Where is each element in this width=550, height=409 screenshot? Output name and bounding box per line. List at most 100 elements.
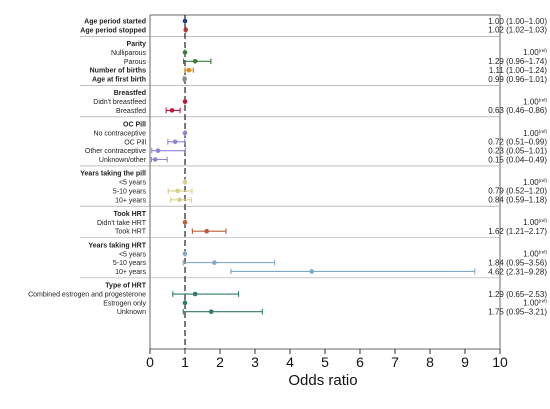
point-estimate xyxy=(155,148,161,153)
row-label: No contraceptive xyxy=(93,130,146,137)
estimate-value: 0.23 (0.05–1.01) xyxy=(488,146,547,155)
row-label: Unknown/other xyxy=(99,157,147,164)
estimate-text: 0.79 (0.52–1.20) xyxy=(488,187,547,196)
estimate-text: 1.00(ref) xyxy=(523,299,547,308)
estimate-value: 1.00 xyxy=(523,299,539,308)
point-estimate xyxy=(309,269,315,274)
row-label: Age period started xyxy=(84,19,146,26)
point-estimate xyxy=(182,179,188,185)
estimate-text: 1.00(ref) xyxy=(523,178,547,187)
point-estimate xyxy=(212,260,217,265)
reference-superscript: (ref) xyxy=(539,129,548,134)
row-label: Number of births xyxy=(90,68,146,75)
estimate-value: 0.15 (0.04–0.49) xyxy=(488,155,547,164)
group-header: Took HRT xyxy=(113,211,146,218)
estimate-text: 1.00(ref) xyxy=(523,218,547,227)
row-label: Age period stopped xyxy=(80,27,146,34)
point-estimate xyxy=(192,58,198,64)
point-estimate xyxy=(208,309,214,315)
reference-superscript: (ref) xyxy=(539,178,548,183)
estimate-text: 1.00(ref) xyxy=(523,48,547,57)
x-tick-label: 8 xyxy=(426,354,434,370)
estimate-text: 1.62 (1.21–2.17) xyxy=(488,227,547,236)
row-label: OC Pill xyxy=(124,139,146,146)
estimate-text: 0.84 (0.59–1.18) xyxy=(488,196,547,205)
row-label: Other contraceptive xyxy=(85,148,146,155)
estimate-text: 1.29 (0.96–1.74) xyxy=(488,57,547,66)
x-tick-label: 10 xyxy=(492,354,508,370)
row-label: Parous xyxy=(124,59,147,66)
estimate-value: 1.02 (1.02–1.03) xyxy=(488,26,547,35)
point-estimate xyxy=(172,139,178,145)
estimate-value: 1.29 (0.96–1.74) xyxy=(488,57,547,66)
point-estimate xyxy=(152,157,158,162)
row-label: <5 years xyxy=(119,251,147,258)
row-label: 10+ years xyxy=(115,269,146,276)
estimate-text: 1.00(ref) xyxy=(523,129,547,138)
point-estimate xyxy=(182,130,188,136)
row-label: Didn't breastfeed xyxy=(93,99,146,106)
point-estimate xyxy=(182,99,188,104)
point-estimate xyxy=(192,291,198,297)
x-tick-label: 2 xyxy=(216,354,224,370)
x-tick-label: 5 xyxy=(321,354,329,370)
group-header: OC Pill xyxy=(123,122,146,129)
estimate-text: 1.00(ref) xyxy=(523,97,547,106)
x-tick-label: 3 xyxy=(251,354,259,370)
row-label: Breastfed xyxy=(116,108,146,115)
group-header: Parity xyxy=(127,41,147,48)
row-label: Didn't take HRT xyxy=(97,220,147,227)
x-tick-label: 4 xyxy=(286,354,294,370)
estimate-value: 1.11 (1.00–1.24) xyxy=(489,66,547,75)
estimate-value: 1.75 (0.95–3.21) xyxy=(488,308,547,317)
estimate-text: 0.72 (0.51–0.99) xyxy=(488,138,547,147)
x-tick-label: 0 xyxy=(146,354,154,370)
reference-superscript: (ref) xyxy=(539,97,548,102)
estimate-text: 0.15 (0.04–0.49) xyxy=(488,155,547,164)
point-estimate xyxy=(182,251,188,257)
x-tick-label: 1 xyxy=(181,354,189,370)
estimate-value: 1.00 xyxy=(523,178,539,187)
estimate-text: 1.84 (0.95–3.56) xyxy=(488,258,547,267)
x-tick-label: 7 xyxy=(391,354,399,370)
estimate-text: 0.99 (0.96–1.01) xyxy=(488,75,547,84)
row-label: 10+ years xyxy=(115,197,146,204)
point-estimate xyxy=(204,228,209,234)
group-header: Years taking the pill xyxy=(80,171,146,178)
estimate-value: 1.84 (0.95–3.56) xyxy=(488,258,547,267)
group-header: Breastfed xyxy=(114,90,146,97)
row-label: Combined estrogen and progesterone xyxy=(28,292,146,299)
estimate-value: 0.84 (0.59–1.18) xyxy=(488,196,547,205)
estimate-text: 0.23 (0.05–1.01) xyxy=(488,146,547,155)
row-label: Took HRT xyxy=(115,229,147,236)
estimate-text: 1.00 (1.00–1.00) xyxy=(488,17,547,26)
point-estimate xyxy=(182,220,188,225)
estimate-text: 1.11 (1.00–1.24) xyxy=(489,66,547,75)
group-header: Years taking HRT xyxy=(88,242,146,249)
point-estimate xyxy=(182,50,188,55)
row-label: 5-10 years xyxy=(113,260,147,267)
point-estimate xyxy=(175,188,180,194)
point-estimate xyxy=(169,108,175,113)
reference-superscript: (ref) xyxy=(539,299,548,304)
estimate-value: 0.63 (0.46–0.86) xyxy=(488,106,547,115)
row-label: Age at first birth xyxy=(92,76,146,83)
reference-superscript: (ref) xyxy=(539,250,548,255)
point-estimate xyxy=(182,18,188,24)
row-label: Unknown xyxy=(117,309,146,316)
x-axis: 0 1 2 3 4 5 6 7 8 9 10 xyxy=(146,349,508,370)
estimate-value: 1.29 (0.65–2.53) xyxy=(488,290,547,299)
estimate-text: 1.00(ref) xyxy=(523,250,547,259)
point-estimate xyxy=(186,67,192,73)
row-label: <5 years xyxy=(119,180,147,187)
forest-rows: Age period started 1.00 (1.00–1.00) Age pe… xyxy=(28,17,547,317)
estimate-text: 0.63 (0.46–0.86) xyxy=(488,106,547,115)
point-estimate xyxy=(182,300,188,306)
estimate-text: 1.02 (1.02–1.03) xyxy=(488,26,547,35)
reference-superscript: (ref) xyxy=(539,218,548,223)
reference-superscript: (ref) xyxy=(539,48,548,53)
point-estimate xyxy=(182,76,187,82)
row-label: Nulliparous xyxy=(111,50,147,57)
estimate-text: 1.29 (0.65–2.53) xyxy=(488,290,547,299)
